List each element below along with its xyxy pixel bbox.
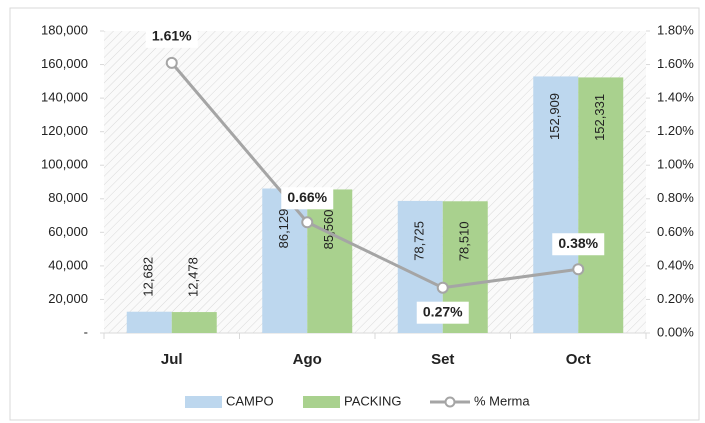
line-value-label: 1.61% bbox=[152, 28, 192, 44]
bar bbox=[126, 311, 172, 333]
legend-label: PACKING bbox=[344, 393, 402, 408]
bar-value-label: 152,909 bbox=[547, 93, 562, 140]
line-value-label: 0.66% bbox=[287, 189, 327, 205]
bar-value-label: 78,725 bbox=[412, 221, 427, 261]
y2-tick-label: 0.40% bbox=[657, 257, 694, 272]
y-tick-label: 20,000 bbox=[48, 291, 88, 306]
y2-tick-label: 0.60% bbox=[657, 224, 694, 239]
line-point bbox=[165, 56, 178, 69]
legend-marker bbox=[444, 396, 456, 408]
x-tick-label: Jul bbox=[161, 351, 183, 368]
y2-tick-label: 1.80% bbox=[657, 22, 694, 37]
bar bbox=[171, 312, 217, 333]
y-tick-label: 120,000 bbox=[41, 123, 88, 138]
x-tick-label: Oct bbox=[566, 351, 591, 368]
y2-tick-label: 1.00% bbox=[657, 157, 694, 172]
line-point bbox=[572, 263, 585, 276]
y2-tick-label: 0.80% bbox=[657, 190, 694, 205]
line bbox=[170, 61, 579, 290]
y-tick-label: 80,000 bbox=[48, 190, 88, 205]
bar-value-label: 12,478 bbox=[186, 257, 201, 297]
legend-swatch bbox=[185, 396, 222, 408]
bar-value-label: 78,510 bbox=[457, 221, 472, 261]
bar bbox=[307, 189, 353, 333]
y-tick-label: 60,000 bbox=[48, 224, 88, 239]
y-tick-label: - bbox=[84, 324, 88, 339]
line-label-bg bbox=[281, 187, 334, 210]
y-tick-label: 100,000 bbox=[41, 157, 88, 172]
y2-tick-label: 1.20% bbox=[657, 123, 694, 138]
legend-label: CAMPO bbox=[226, 393, 274, 408]
line-point bbox=[436, 281, 449, 294]
y-tick-label: 140,000 bbox=[41, 90, 88, 105]
y2-tick-label: 1.60% bbox=[657, 56, 694, 71]
legend-label: % Merma bbox=[474, 393, 530, 408]
y-tick-label: 180,000 bbox=[41, 22, 88, 37]
bar bbox=[578, 77, 624, 334]
bar-value-label: 12,682 bbox=[141, 257, 156, 297]
line-label-bg bbox=[552, 233, 605, 256]
x-tick-label: Set bbox=[431, 351, 454, 368]
bar-value-label: 85,560 bbox=[321, 210, 336, 250]
bar bbox=[533, 76, 579, 334]
y-tick-label: 40,000 bbox=[48, 257, 88, 272]
line-value-label: 0.38% bbox=[558, 235, 598, 251]
bar-value-label: 152,331 bbox=[592, 94, 607, 141]
line-label-bg bbox=[416, 301, 469, 324]
y2-tick-label: 0.00% bbox=[657, 324, 694, 339]
line-label-bg bbox=[145, 25, 198, 48]
line-point bbox=[301, 216, 314, 229]
y2-tick-label: 1.40% bbox=[657, 90, 694, 105]
y2-tick-label: 0.20% bbox=[657, 291, 694, 306]
y-tick-label: 160,000 bbox=[41, 56, 88, 71]
line-value-label: 0.27% bbox=[423, 303, 463, 319]
bar-value-label: 86,129 bbox=[276, 209, 291, 249]
x-tick-label: Ago bbox=[293, 351, 322, 368]
legend-swatch bbox=[303, 396, 340, 408]
